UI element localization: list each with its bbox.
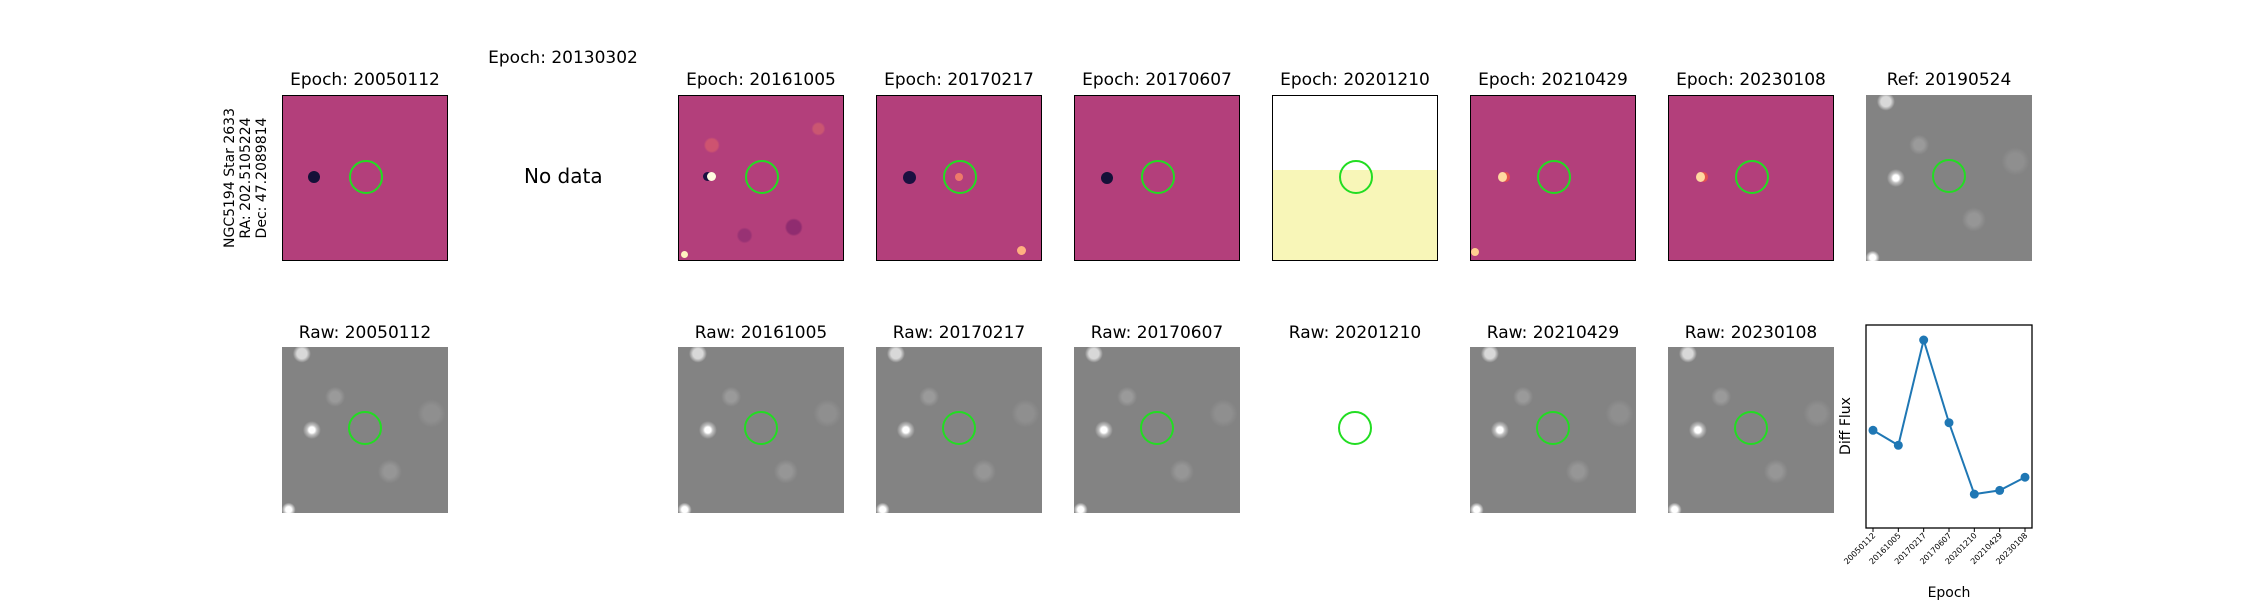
diff-image-20170217 (876, 95, 1042, 261)
star-dec: Dec: 47.2089814 (254, 117, 270, 239)
top-title-20050112: Epoch: 20050112 (290, 70, 440, 90)
source-blob (1017, 246, 1026, 255)
star-ra: RA: 202.5105224 (238, 117, 254, 239)
source-blob (1471, 248, 1479, 256)
top-title-20170217: Epoch: 20170217 (884, 70, 1034, 90)
no-data-text: No data (524, 164, 603, 188)
y-axis-label: Diff Flux (1838, 397, 1854, 455)
raw-title-20210429: Raw: 20210429 (1486, 323, 1620, 343)
series-line (1872, 336, 2026, 496)
diff-image-20210429 (1470, 95, 1636, 261)
source-blob (681, 251, 688, 258)
diff-image-20201210 (1272, 95, 1438, 261)
data-point (1868, 425, 1878, 435)
raw-title-20230108: Raw: 20230108 (1684, 323, 1818, 343)
data-point (1893, 440, 1903, 450)
light-curve-chart: 2005011220161005201702172017060720201210… (1838, 324, 2033, 600)
ref-title: Ref: 20190524 (1886, 70, 2012, 90)
target-circle (1537, 160, 1571, 194)
x-axis-label: Epoch (1928, 585, 1971, 600)
target-circle (1734, 411, 1768, 445)
target-circle (943, 160, 977, 194)
raw-image-20170607 (1074, 347, 1240, 513)
source-blob (1498, 172, 1507, 182)
data-point (1944, 418, 1954, 428)
reference-image (1866, 95, 2032, 261)
source-blob (903, 171, 916, 184)
target-circle (745, 160, 779, 194)
raw-title-20170217: Raw: 20170217 (892, 323, 1026, 343)
star-name: NGC5194 Star 2633 (222, 108, 238, 248)
data-point (1995, 485, 2005, 495)
top-title-20201210: Epoch: 20201210 (1280, 70, 1430, 90)
top-title-20210429: Epoch: 20210429 (1478, 70, 1628, 90)
raw-image-20161005 (678, 347, 844, 513)
target-circle (744, 411, 778, 445)
raw-title-20050112: Raw: 20050112 (298, 323, 432, 343)
source-blob (308, 171, 320, 183)
top-title-20161005: Epoch: 20161005 (686, 70, 836, 90)
diff-image-20170607 (1074, 95, 1240, 261)
top-title-20170607: Epoch: 20170607 (1082, 70, 1232, 90)
raw-image-20201210 (1272, 347, 1438, 513)
diff-image-20050112 (282, 95, 448, 261)
target-circle (1536, 411, 1570, 445)
source-blob (1696, 172, 1705, 182)
raw-title-20170607: Raw: 20170607 (1090, 323, 1224, 343)
target-circle (1140, 411, 1174, 445)
raw-image-20210429 (1470, 347, 1636, 513)
star-info-label: NGC5194 Star 2633 RA: 202.5105224 Dec: 4… (222, 98, 270, 258)
diff-image-20230108 (1668, 95, 1834, 261)
raw-image-20170217 (876, 347, 1042, 513)
target-circle (1932, 159, 1966, 193)
raw-image-20050112 (282, 347, 448, 513)
target-circle (942, 411, 976, 445)
data-point (2020, 472, 2030, 482)
source-blob (1101, 172, 1113, 184)
top-title-20230108: Epoch: 20230108 (1676, 70, 1826, 90)
target-circle (348, 411, 382, 445)
target-circle (1735, 160, 1769, 194)
raw-title-20161005: Raw: 20161005 (694, 323, 828, 343)
raw-image-20230108 (1668, 347, 1834, 513)
diff-image-20161005 (678, 95, 844, 261)
target-circle (1339, 160, 1373, 194)
target-circle (1338, 411, 1372, 445)
top-title-20130302: Epoch: 20130302 (488, 48, 638, 68)
data-point (1969, 489, 1979, 499)
source-blob (707, 172, 716, 181)
target-circle (349, 160, 383, 194)
target-circle (1141, 160, 1175, 194)
data-point (1919, 335, 1929, 345)
raw-title-20201210: Raw: 20201210 (1288, 323, 1422, 343)
